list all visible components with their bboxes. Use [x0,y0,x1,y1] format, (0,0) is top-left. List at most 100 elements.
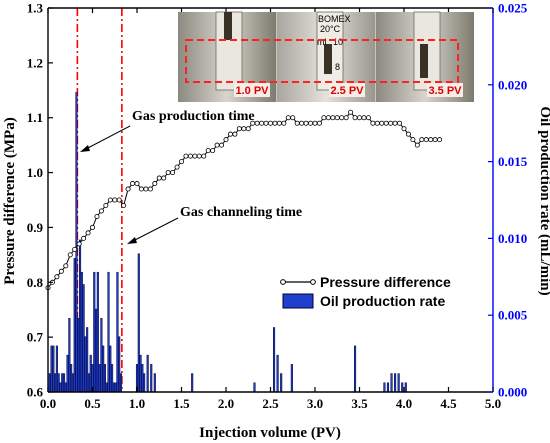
pressure-point [81,235,87,241]
y-right-tick-label: 0.025 [498,1,528,16]
legend-label-oil: Oil production rate [320,293,445,309]
pressure-point [85,230,91,236]
pressure-point [107,197,113,203]
oil-rate-bar [111,364,114,393]
oil-rate-bar [77,318,80,393]
y-right-tick-label: 0.000 [498,385,527,400]
pressure-point [330,115,336,121]
oil-rate-bar [62,373,66,393]
y-left-tick-label: 1.1 [27,110,43,125]
pressure-point [196,153,202,159]
pressure-point [98,208,104,214]
pressure-point [414,142,420,148]
pressure-point [156,175,162,181]
oil-rate-bar [119,373,123,393]
x-tick-label: 0.0 [40,396,56,411]
oil-rate-bar [61,373,64,393]
oil-rate-bar [112,382,115,393]
oil-rate-bar [146,354,149,393]
oil-rate-bar [95,308,98,393]
pressure-point [254,120,260,126]
oil-rate-bar [87,373,90,393]
oil-rate-bar [89,354,92,393]
inset-label-bg-3 [427,83,463,97]
pressure-point [285,115,291,121]
pressure-point [63,263,69,269]
pressure-point [72,246,78,252]
x-tick-label: 4.0 [396,396,412,411]
pressure-point [370,120,376,126]
pressure-point [170,170,176,176]
oil-rate-bar [105,382,108,393]
pressure-point [125,186,131,192]
pressure-point [90,224,96,230]
oil-rate-bar [70,364,73,393]
left-axis-title: Pressure difference (MPa) [2,117,18,284]
y-left-tick-label: 0.8 [27,275,44,290]
pressure-point [334,115,340,121]
pressure-point [379,120,385,126]
oil-production-bars [48,92,407,393]
pressure-point [152,181,158,187]
y-left-tick-label: 1.2 [27,55,43,70]
y-right-tick-label: 0.015 [498,154,528,169]
y-left-tick-label: 0.9 [27,220,44,235]
tube-temp-text: 20°C [320,24,341,34]
pressure-point [165,170,171,176]
annotation-arrowhead-gas-channeling [127,237,137,244]
oil-rate-bar [116,271,119,393]
pressure-point [192,153,198,159]
pressure-point [174,164,180,170]
oil-rate-bar [118,336,121,393]
oil-rate-bar [253,382,256,393]
oil-rate-bar [386,382,390,393]
oil-rate-bar [80,271,83,393]
pressure-point [361,115,367,121]
oil-rate-bar [397,373,400,393]
x-tick-label: 4.5 [440,396,457,411]
pressure-point [67,252,73,258]
pressure-point [205,148,211,154]
pressure-point [339,115,345,121]
oil-rate-bar [137,253,140,393]
x-tick-label: 1.0 [129,396,145,411]
annotation-arrow-gas-production [83,125,131,151]
oil-rate-bar [354,345,357,393]
pressure-point [103,202,109,208]
y-left-tick-label: 0.6 [27,385,44,400]
pressure-point [308,120,314,126]
pressure-point [183,153,189,159]
pressure-point [210,148,216,154]
legend-bar-swatch [282,293,314,309]
axes: 0.0 0.5 1.0 1.5 2.0 2.5 3.0 3.5 4.0 4.5 5.0 0.6 0.7 0… [27,1,528,412]
y-left-tick-label: 1.0 [27,165,43,180]
oil-rate-bar [273,327,276,393]
pressure-point [303,120,309,126]
pressure-point [397,120,403,126]
pressure-point [348,109,354,115]
pressure-point [76,241,82,247]
oil-column-2 [324,44,332,74]
inset-label-2: 2.5 PV [330,85,364,97]
pressure-point [276,120,282,126]
legend-marker-left [280,279,286,285]
annotation-gas-production: Gas production time [132,109,255,124]
pressure-point [263,120,269,126]
oil-rate-bar [150,364,153,393]
annotation-arrow-gas-channeling [130,217,179,243]
pressure-point [58,268,64,274]
test-tube-1 [215,11,243,91]
pressure-point [312,120,318,126]
pressure-point [227,131,233,137]
pressure-point [232,131,238,137]
pressure-point [432,137,438,143]
pressure-point [116,197,122,203]
oil-rate-bar [82,284,85,393]
oil-rate-bar [191,373,194,393]
oil-rate-bar [100,318,103,393]
pressure-point [405,131,411,137]
oil-rate-bar [54,373,57,393]
y-left-tick-label: 0.7 [27,330,44,345]
oil-rate-bar [276,354,279,393]
tube-unit-text: ml [317,37,327,47]
